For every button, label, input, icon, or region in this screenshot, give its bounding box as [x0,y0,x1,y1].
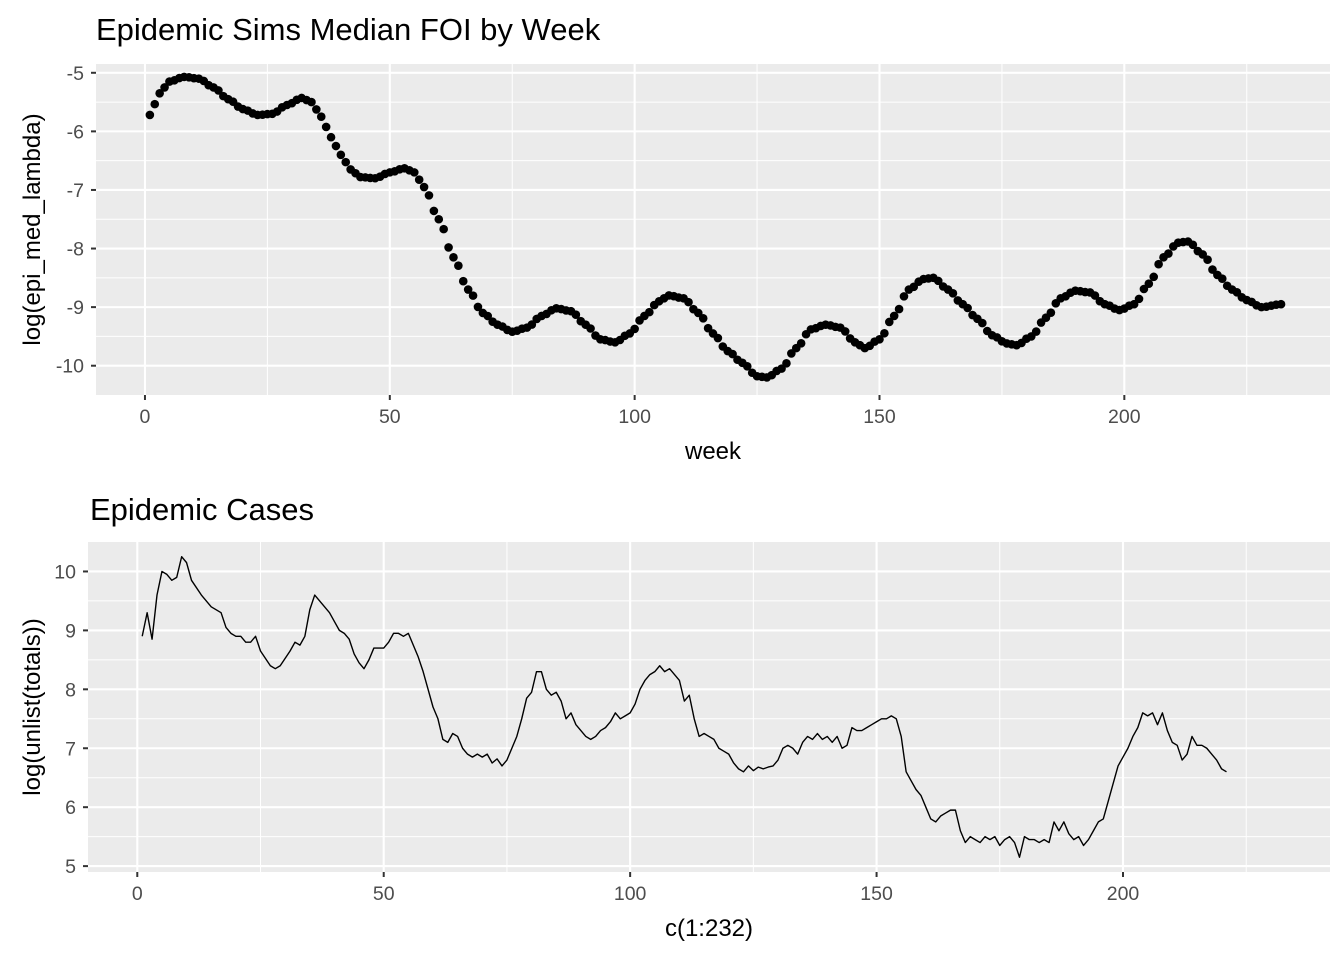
y-tick-label: -9 [67,297,84,319]
data-point [434,214,444,224]
data-point [1276,299,1286,309]
data-point [948,289,958,298]
y-tick-label: 9 [65,620,76,642]
x-tick-label: 50 [379,406,401,428]
cases-chart: 0 50 100 150 200 5 6 7 8 9 10 Epidemic Cases c(1:232… [19,492,1330,942]
data-point [630,324,639,334]
data-point [424,191,434,200]
data-point [1134,294,1144,304]
data-point [1154,259,1163,269]
data-point [899,292,909,301]
data-point [1203,255,1212,265]
data-point [1144,279,1154,288]
data-point [978,318,987,328]
data-point [307,97,316,107]
chart-title: Epidemic Sims Median FOI by Week [96,12,601,47]
data-line [141,556,1227,858]
data-point [316,112,326,122]
data-point [875,335,884,344]
data-point [728,349,737,359]
data-point [463,285,473,294]
x-tick-label: 0 [132,883,143,905]
data-point [698,313,708,323]
data-point [963,303,972,313]
data-points [145,72,1286,382]
data-point [884,317,894,327]
data-point [840,327,850,336]
panel-background [96,64,1330,395]
data-point [645,307,654,317]
data-point [150,99,160,109]
data-point [419,182,429,192]
y-tick-label: 6 [65,797,76,819]
data-point [782,359,791,368]
x-tick-label: 150 [860,883,893,905]
data-point [414,175,424,185]
data-point [796,338,806,348]
y-tick-label: 8 [65,679,76,701]
y-tick-label: -7 [67,180,84,202]
y-tick-label: -8 [67,239,84,261]
data-point [155,88,164,98]
data-point [409,168,419,177]
x-tick-label: 100 [614,883,647,905]
data-point [458,276,468,286]
data-point [341,157,351,167]
data-point [312,105,321,114]
y-tick-label: 7 [65,738,76,760]
data-point [880,328,889,338]
y-tick-label: 5 [65,856,76,878]
y-tick-label: 10 [54,561,76,583]
data-point [1046,308,1056,317]
data-point [331,141,341,151]
data-point [742,361,752,371]
x-axis-title: week [684,438,742,465]
x-tick-label: 100 [618,406,651,428]
y-axis-title: log(unlist(totals)) [19,618,46,795]
data-point [713,333,723,343]
x-axis-title: c(1:232) [665,915,753,942]
y-tick-label: -10 [56,356,84,378]
chart-title: Epidemic Cases [90,492,314,527]
data-point [889,311,899,321]
data-point [439,224,448,234]
data-point [454,261,463,270]
data-point [527,320,537,329]
data-point [321,122,331,132]
data-point [449,253,458,262]
data-point [1188,240,1198,250]
data-point [468,291,478,300]
y-tick-label: -6 [67,121,84,143]
data-point [684,297,693,307]
y-axis-title: log(epi_med_lambda) [19,113,46,345]
data-point [1090,291,1100,300]
data-point [894,304,904,314]
data-point [214,86,223,95]
data-point [1031,327,1041,336]
x-tick-label: 200 [1107,883,1140,905]
data-point [429,206,439,216]
data-point [571,310,581,320]
data-point [586,324,595,333]
x-tick-label: 0 [140,406,151,428]
x-tick-label: 150 [863,406,896,428]
y-tick-label: -5 [67,63,84,85]
foi-chart: 0 50 100 150 200 -10 -9 -8 -7 -6 -5 Epidemic Sims M… [19,12,1330,465]
data-point [326,132,336,142]
x-tick-label: 200 [1108,406,1141,428]
x-tick-label: 50 [373,883,395,905]
data-point [336,150,346,160]
data-point [1149,272,1159,282]
data-point [160,83,169,92]
data-point [1164,249,1173,258]
data-point [473,302,483,312]
data-point [933,276,943,286]
data-point [483,311,493,321]
data-point [1217,274,1227,283]
panel-background [88,542,1330,872]
data-point [444,243,453,252]
data-point [145,110,155,120]
